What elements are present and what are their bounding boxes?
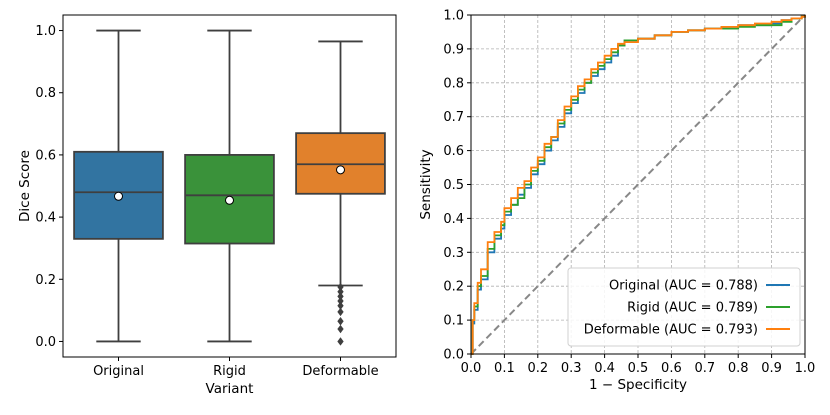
- legend-label-rigid: Rigid (AUC = 0.789): [627, 301, 758, 316]
- x-tick-label: 0.6: [661, 361, 682, 376]
- boxplot-x-axis-label: Variant: [206, 381, 254, 397]
- x-tick-label: 0.8: [728, 361, 749, 376]
- y-tick-label: 0.6: [35, 148, 56, 163]
- x-tick-label: 0.9: [761, 361, 782, 376]
- y-tick-label: 0.2: [35, 273, 56, 288]
- outlier-point: [337, 307, 344, 317]
- mean-marker: [336, 165, 345, 175]
- y-tick-label: 0.3: [443, 246, 464, 261]
- box-rigid: [184, 29, 275, 343]
- outlier-point: [337, 296, 344, 306]
- y-tick-label: 0.9: [443, 42, 464, 57]
- outlier-point: [337, 337, 344, 346]
- y-tick-label: 0.7: [443, 110, 464, 125]
- boxplot-y-axis-label: Dice Score: [17, 150, 33, 222]
- roc-legend: Original (AUC = 0.788) Rigid (AUC = 0.789…: [567, 267, 801, 347]
- x-tick-label: 0.3: [561, 361, 582, 376]
- mean-marker: [225, 195, 234, 205]
- y-tick-label: 0.6: [443, 144, 464, 159]
- roc-plot: 0.0 0.1 0.2 0.3 0.4 0.5 0.6 0.7 0.8 0.9 1.0 0.0 0.1 0…: [418, 9, 815, 394]
- outlier-point: [337, 301, 344, 310]
- x-tick-label: Original: [93, 364, 144, 379]
- y-tick-label: 0.8: [443, 76, 464, 91]
- y-tick-label: 0.0: [35, 335, 56, 350]
- outlier-point: [337, 324, 344, 334]
- y-tick-label: 0.1: [443, 314, 464, 329]
- y-tick-label: 0.5: [443, 178, 464, 193]
- x-tick-label: 0.7: [694, 361, 715, 376]
- outlier-point: [337, 287, 344, 296]
- roc-x-axis-label: 1 − Specificity: [589, 377, 687, 393]
- box-deformable: [295, 40, 386, 346]
- legend-label-original: Original (AUC = 0.788): [609, 279, 758, 294]
- chance-diagonal: [470, 14, 806, 355]
- y-tick-label: 0.0: [443, 348, 464, 363]
- dice-boxplot: 0.0 0.2 0.4 0.6 0.8 1.0 Original Rigid Deformabl…: [17, 14, 397, 397]
- y-tick-label: 0.4: [443, 212, 464, 227]
- x-tick-label: 0.2: [527, 361, 548, 376]
- y-tick-label: 0.4: [35, 211, 56, 226]
- x-tick-label: Rigid: [213, 364, 246, 379]
- y-tick-label: 0.2: [443, 280, 464, 295]
- x-tick-label: 1.0: [795, 361, 816, 376]
- roc-curve-deformable: [471, 15, 806, 355]
- x-tick-label: Deformable: [302, 364, 378, 379]
- outlier-point: [337, 317, 344, 326]
- outlier-point: [337, 282, 344, 292]
- roc-y-axis-label: Sensitivity: [418, 149, 434, 219]
- legend-label-deformable: Deformable (AUC = 0.793): [584, 323, 758, 338]
- y-tick-label: 1.0: [35, 24, 56, 39]
- y-tick-label: 0.8: [35, 86, 56, 101]
- x-tick-label: 0.0: [461, 361, 482, 376]
- y-tick-label: 1.0: [443, 9, 464, 24]
- x-tick-label: 0.5: [628, 361, 649, 376]
- mean-marker: [114, 191, 123, 201]
- box-original: [73, 29, 164, 343]
- outlier-point: [337, 292, 344, 301]
- x-tick-label: 0.4: [594, 361, 615, 376]
- legend-box: [567, 267, 801, 347]
- x-tick-label: 0.1: [494, 361, 515, 376]
